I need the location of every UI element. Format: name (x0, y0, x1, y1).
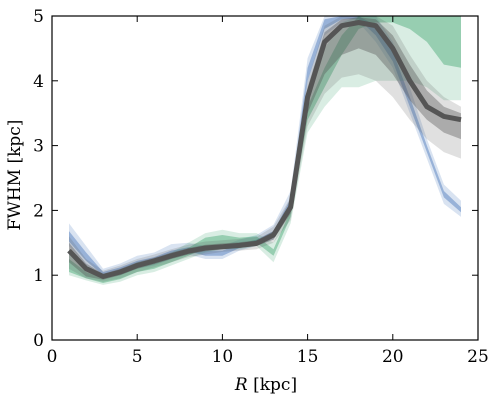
y-axis-label: FWHM [kpc] (5, 120, 25, 231)
y-tick-label: 4 (33, 72, 44, 92)
x-tick-label: 25 (467, 347, 489, 367)
median-lines (67, 20, 462, 279)
y-tick-label: 3 (33, 137, 44, 157)
y-tick-label: 5 (33, 7, 44, 27)
axis-ticks: 0 5 10 15 20 25 0 1 2 3 4 5 (33, 7, 489, 367)
x-tick-label: 15 (297, 347, 319, 367)
y-tick-label: 1 (33, 266, 44, 286)
x-tick-label: 5 (132, 347, 143, 367)
series-bands (69, 16, 461, 285)
x-axis-label: R [kpc] (234, 375, 297, 395)
x-tick-label: 0 (47, 347, 58, 367)
plot-frame (51, 15, 479, 341)
y-tick-label: 2 (33, 201, 44, 221)
series-1-outer-band (69, 16, 461, 285)
x-tick-label: 20 (382, 347, 404, 367)
series-2-median-line (67, 20, 462, 279)
y-tick-label: 0 (33, 331, 44, 351)
x-tick-label: 10 (212, 347, 234, 367)
bands-clipped (69, 16, 461, 285)
